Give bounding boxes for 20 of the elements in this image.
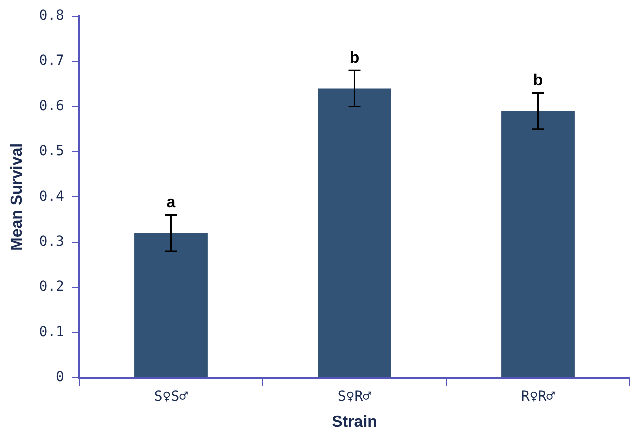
y-axis-title: Mean Survival bbox=[9, 143, 26, 252]
y-tick-label: 0.3 bbox=[39, 234, 64, 250]
y-tick-label: 0.6 bbox=[39, 98, 64, 114]
x-tick-label: S♀S♂ bbox=[154, 389, 189, 406]
annotation: a bbox=[166, 194, 176, 212]
y-tick-label: 0.5 bbox=[39, 144, 64, 160]
x-axis-title: Strain bbox=[332, 414, 378, 431]
bar bbox=[502, 111, 575, 378]
y-tick-label: 0 bbox=[56, 370, 64, 386]
y-tick-label: 0.7 bbox=[39, 53, 64, 70]
annotation: b bbox=[533, 72, 544, 90]
y-tick-label: 0.4 bbox=[39, 188, 64, 205]
x-tick-label: R♀R♂ bbox=[521, 389, 556, 406]
x-tick-label: S♀R♂ bbox=[338, 389, 372, 406]
y-tick-label: 0.1 bbox=[39, 324, 64, 340]
y-tick-label: 0.8 bbox=[39, 8, 64, 24]
bar bbox=[318, 88, 392, 378]
y-tick-label: 0.2 bbox=[39, 279, 64, 296]
bar bbox=[134, 233, 208, 378]
annotation: b bbox=[350, 50, 360, 68]
